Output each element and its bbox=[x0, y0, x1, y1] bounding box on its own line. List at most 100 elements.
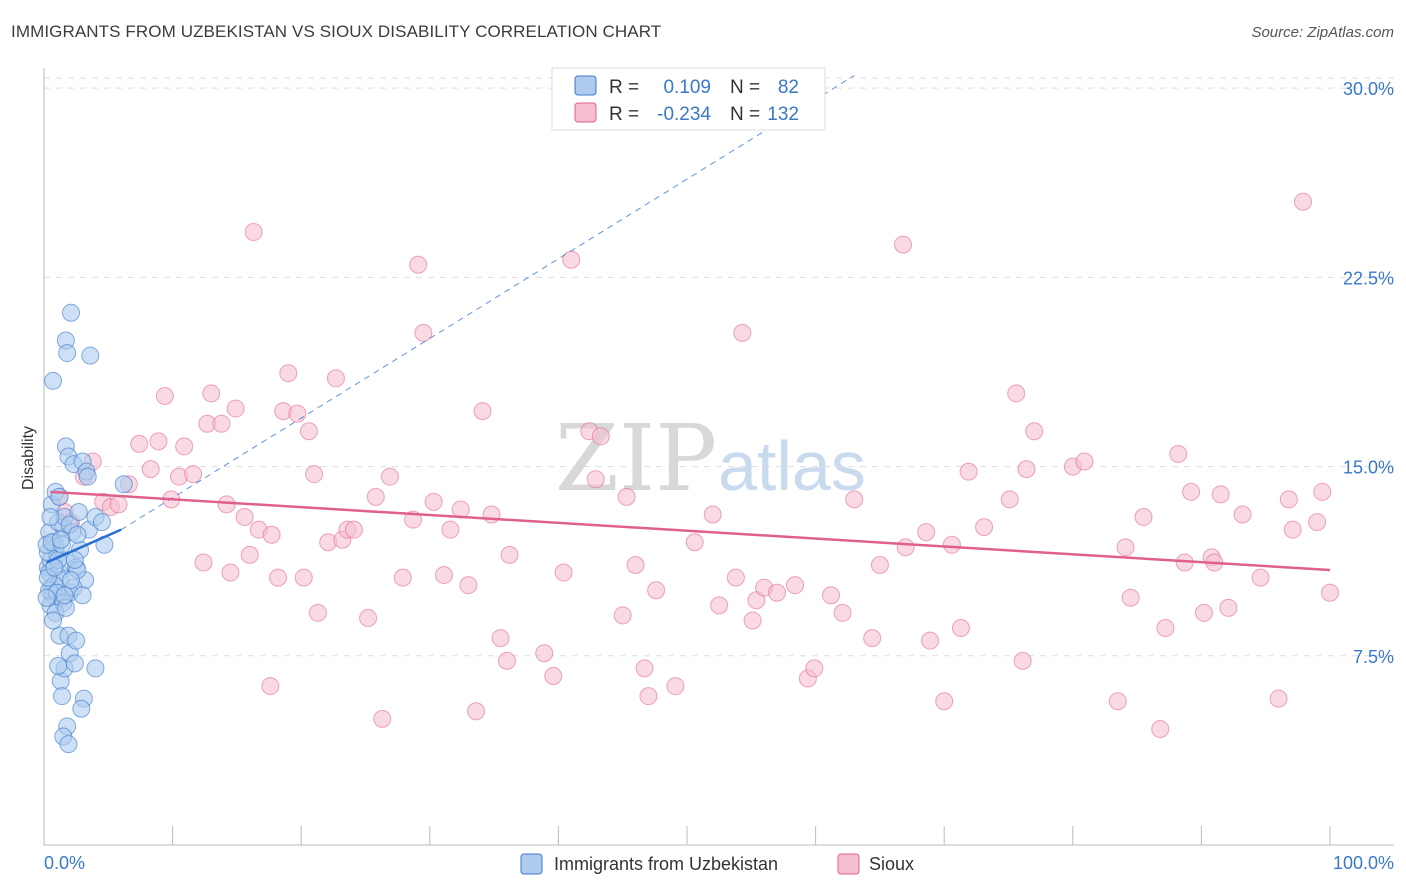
watermark-atlas: atlas bbox=[718, 427, 866, 505]
uzbekistan-point bbox=[53, 687, 72, 706]
sioux-point bbox=[299, 422, 318, 441]
x-tick-label-min: 0.0% bbox=[44, 853, 85, 873]
sioux-point bbox=[935, 692, 954, 711]
legend-n-label-2: N = bbox=[730, 104, 760, 125]
sioux-point bbox=[1321, 583, 1339, 602]
source-credit: Source: ZipAtlas.com bbox=[1251, 24, 1394, 41]
sioux-point bbox=[554, 563, 573, 582]
sioux-point bbox=[710, 596, 729, 615]
sioux-point bbox=[482, 505, 501, 524]
sioux-point bbox=[194, 553, 213, 572]
sioux-point bbox=[366, 487, 385, 506]
sioux-point bbox=[863, 629, 882, 648]
legend-box-frame bbox=[551, 67, 826, 131]
sioux-point bbox=[109, 495, 128, 514]
uzbekistan-point bbox=[73, 586, 92, 605]
sioux-point bbox=[184, 465, 203, 484]
sioux-point bbox=[921, 631, 940, 650]
sioux-point bbox=[917, 523, 936, 542]
sioux-point bbox=[414, 323, 433, 342]
gridlines bbox=[44, 77, 1394, 657]
sioux-point bbox=[726, 568, 745, 587]
sioux-point bbox=[344, 520, 363, 539]
uzbekistan-trend-line bbox=[46, 528, 122, 564]
sioux-point bbox=[1007, 384, 1026, 403]
sioux-point bbox=[833, 603, 852, 622]
sioux-point bbox=[409, 255, 428, 274]
sioux-point bbox=[870, 555, 889, 574]
sioux-point bbox=[685, 533, 704, 552]
sioux-point bbox=[359, 608, 378, 627]
sioux-point bbox=[380, 467, 399, 486]
sioux-point bbox=[1134, 508, 1153, 527]
sioux-point bbox=[240, 545, 259, 564]
sioux-point bbox=[288, 404, 307, 423]
legend-n-value-2: 132 bbox=[767, 104, 799, 125]
sioux-point bbox=[1075, 452, 1094, 471]
bottom-legend-swatch-blue bbox=[520, 853, 543, 875]
sioux-point bbox=[647, 581, 666, 600]
legend-swatch-blue bbox=[574, 75, 597, 96]
sioux-point bbox=[434, 566, 453, 585]
legend-r-label-1: R = bbox=[609, 77, 639, 98]
bottom-legend-swatch-pink bbox=[837, 853, 860, 875]
sioux-point bbox=[786, 576, 805, 595]
sioux-point bbox=[441, 520, 460, 539]
sioux-point bbox=[1279, 490, 1298, 509]
sioux-point bbox=[733, 323, 752, 342]
uzbekistan-point bbox=[58, 344, 77, 363]
sioux-point bbox=[1194, 603, 1213, 622]
sioux-point bbox=[305, 465, 324, 484]
sioux-point bbox=[1121, 588, 1140, 607]
sioux-point bbox=[149, 432, 168, 451]
sioux-point bbox=[613, 606, 632, 625]
sioux-point bbox=[743, 611, 762, 630]
y-axis-label: Disability bbox=[20, 426, 37, 490]
sioux-point bbox=[155, 386, 174, 405]
sioux-point bbox=[491, 629, 510, 648]
sioux-point bbox=[221, 563, 240, 582]
legend-n-label-1: N = bbox=[730, 77, 760, 98]
sioux-point bbox=[1211, 485, 1230, 504]
sioux-point bbox=[805, 659, 824, 678]
watermark-zip: ZIP bbox=[555, 405, 717, 512]
sioux-point bbox=[1116, 538, 1135, 557]
sioux-point bbox=[639, 687, 658, 706]
sioux-point bbox=[975, 518, 994, 537]
sioux-point bbox=[141, 460, 160, 479]
sioux-point bbox=[261, 677, 280, 696]
sioux-point bbox=[130, 434, 149, 453]
sioux-point bbox=[894, 235, 913, 254]
bottom-legend: Immigrants from Uzbekistan Sioux bbox=[520, 853, 914, 875]
uzbekistan-point bbox=[62, 571, 81, 590]
uzbekistan-point bbox=[51, 530, 70, 549]
sioux-point bbox=[279, 364, 298, 383]
y-tick-label: 30.0% bbox=[1343, 79, 1394, 99]
sioux-point bbox=[473, 402, 492, 421]
sioux-point bbox=[1313, 482, 1332, 501]
sioux-point bbox=[591, 427, 610, 446]
uzbekistan-point bbox=[49, 656, 68, 675]
sioux-point bbox=[896, 538, 915, 557]
watermark: ZIP atlas bbox=[555, 405, 866, 512]
sioux-point bbox=[1219, 598, 1238, 617]
sioux-point bbox=[635, 659, 654, 678]
sioux-point bbox=[1269, 689, 1288, 708]
uzbekistan-trend-extension bbox=[120, 75, 855, 531]
uzbekistan-point bbox=[81, 346, 100, 365]
sioux-point bbox=[1308, 513, 1327, 532]
uzbekistan-point bbox=[37, 588, 56, 607]
sioux-point bbox=[1017, 460, 1036, 479]
sioux-point bbox=[262, 525, 281, 544]
sioux-point bbox=[845, 490, 864, 509]
sioux-point bbox=[666, 677, 685, 696]
uzbekistan-point bbox=[41, 508, 60, 527]
sioux-point bbox=[202, 384, 221, 403]
y-tick-label: 22.5% bbox=[1343, 268, 1394, 288]
sioux-point bbox=[959, 462, 978, 481]
uzbekistan-point bbox=[62, 303, 81, 322]
bottom-legend-label-sioux: Sioux bbox=[869, 854, 914, 874]
sioux-point bbox=[244, 222, 263, 241]
sioux-point bbox=[768, 583, 787, 602]
sioux-point bbox=[373, 709, 392, 728]
